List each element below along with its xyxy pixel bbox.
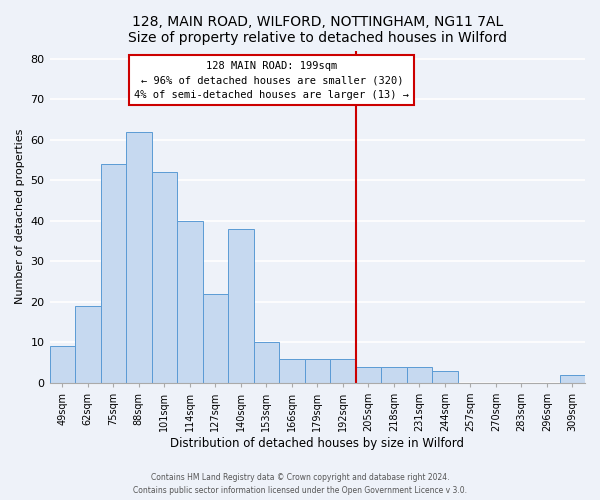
Bar — [50, 346, 75, 383]
Bar — [305, 358, 330, 383]
Bar — [126, 132, 152, 383]
Bar — [381, 366, 407, 383]
Title: 128, MAIN ROAD, WILFORD, NOTTINGHAM, NG11 7AL
Size of property relative to detac: 128, MAIN ROAD, WILFORD, NOTTINGHAM, NG1… — [128, 15, 507, 45]
Bar — [254, 342, 279, 383]
Bar — [75, 306, 101, 383]
Bar — [407, 366, 432, 383]
Bar — [152, 172, 177, 383]
Bar — [177, 221, 203, 383]
Bar — [203, 294, 228, 383]
Bar — [560, 375, 585, 383]
Y-axis label: Number of detached properties: Number of detached properties — [15, 129, 25, 304]
Text: 128 MAIN ROAD: 199sqm
← 96% of detached houses are smaller (320)
4% of semi-deta: 128 MAIN ROAD: 199sqm ← 96% of detached … — [134, 60, 409, 100]
X-axis label: Distribution of detached houses by size in Wilford: Distribution of detached houses by size … — [170, 437, 464, 450]
Bar — [101, 164, 126, 383]
Bar — [279, 358, 305, 383]
Text: Contains HM Land Registry data © Crown copyright and database right 2024.
Contai: Contains HM Land Registry data © Crown c… — [133, 474, 467, 495]
Bar — [356, 366, 381, 383]
Bar — [228, 229, 254, 383]
Bar — [432, 371, 458, 383]
Bar — [330, 358, 356, 383]
